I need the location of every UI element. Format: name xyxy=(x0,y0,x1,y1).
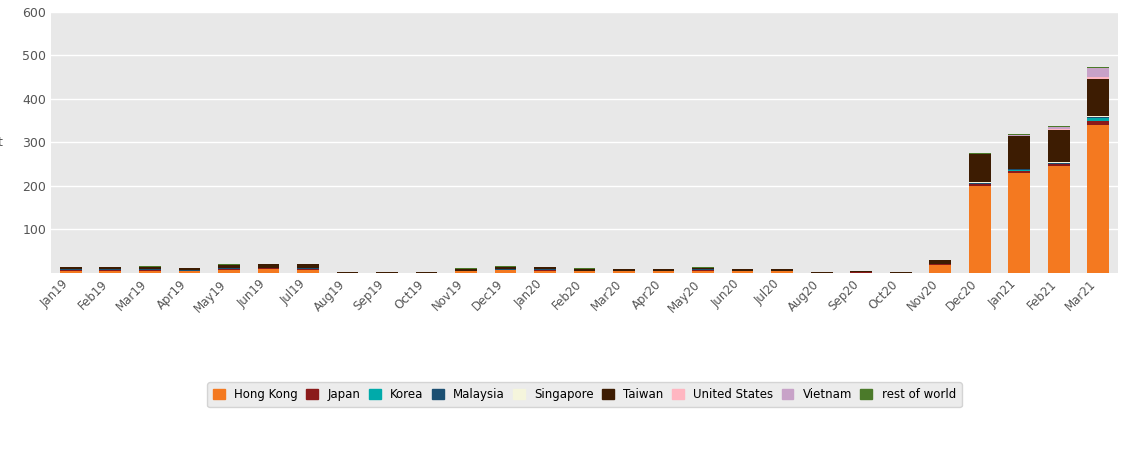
Bar xyxy=(99,270,122,273)
Bar xyxy=(929,265,951,273)
Bar xyxy=(415,272,438,273)
Bar xyxy=(258,267,279,268)
Bar xyxy=(1008,173,1030,273)
Bar xyxy=(1047,166,1070,273)
Bar xyxy=(534,270,556,273)
Bar xyxy=(179,271,200,273)
Bar xyxy=(534,267,556,269)
Bar xyxy=(1008,135,1030,136)
Bar xyxy=(297,265,318,268)
Bar xyxy=(140,267,161,269)
Bar xyxy=(140,270,161,271)
Bar xyxy=(179,268,200,270)
Bar xyxy=(1047,126,1070,127)
Bar xyxy=(1008,171,1030,173)
Bar xyxy=(218,270,240,273)
Bar xyxy=(811,272,832,273)
Bar xyxy=(692,269,714,270)
Bar xyxy=(574,271,595,273)
Bar xyxy=(1088,68,1109,77)
Bar xyxy=(456,269,477,270)
Bar xyxy=(574,269,595,270)
Bar xyxy=(297,268,318,269)
Bar xyxy=(772,271,793,273)
Legend: Hong Kong, Japan, Korea, Malaysia, Singapore, Taiwan, United States, Vietnam, re: Hong Kong, Japan, Korea, Malaysia, Singa… xyxy=(207,382,962,407)
Bar xyxy=(60,267,82,269)
Bar xyxy=(929,260,951,264)
Bar xyxy=(495,267,516,269)
Bar xyxy=(1047,129,1070,130)
Bar xyxy=(456,271,477,273)
Bar xyxy=(731,269,754,270)
Bar xyxy=(652,271,675,273)
Bar xyxy=(692,270,714,273)
Bar xyxy=(1008,170,1030,171)
Bar xyxy=(258,269,279,273)
Bar xyxy=(969,154,991,182)
Bar xyxy=(495,269,516,270)
Bar xyxy=(1047,127,1070,129)
Bar xyxy=(1008,134,1030,135)
Bar xyxy=(1047,130,1070,162)
Bar xyxy=(60,269,82,270)
Bar xyxy=(297,270,318,273)
Bar xyxy=(850,271,872,272)
Bar xyxy=(1088,67,1109,68)
Bar xyxy=(969,183,991,184)
Bar xyxy=(336,272,358,273)
Bar xyxy=(613,269,634,270)
Bar xyxy=(179,270,200,271)
Bar xyxy=(929,264,951,265)
Bar xyxy=(890,272,911,273)
Bar xyxy=(1047,164,1070,165)
Bar xyxy=(1088,125,1109,273)
Bar xyxy=(652,269,675,270)
Bar xyxy=(692,267,714,269)
Bar xyxy=(495,270,516,273)
Bar xyxy=(969,186,991,273)
Text: t: t xyxy=(0,136,3,149)
Bar xyxy=(969,184,991,186)
Bar xyxy=(99,269,122,270)
Bar xyxy=(1047,163,1070,164)
Bar xyxy=(1047,165,1070,166)
Bar xyxy=(1088,77,1109,79)
Bar xyxy=(258,268,279,269)
Bar xyxy=(1088,117,1109,118)
Bar xyxy=(1008,136,1030,169)
Bar xyxy=(772,269,793,270)
Bar xyxy=(534,269,556,270)
Bar xyxy=(613,271,634,273)
Bar xyxy=(60,270,82,273)
Bar xyxy=(218,268,240,269)
Bar xyxy=(140,269,161,270)
Bar xyxy=(1008,169,1030,170)
Bar xyxy=(258,264,279,267)
Bar xyxy=(140,271,161,273)
Bar xyxy=(218,269,240,270)
Bar xyxy=(1088,122,1109,125)
Bar xyxy=(731,271,754,273)
Bar xyxy=(297,269,318,270)
Bar xyxy=(99,267,122,269)
Bar xyxy=(1088,118,1109,122)
Bar xyxy=(218,265,240,268)
Bar xyxy=(1088,79,1109,116)
